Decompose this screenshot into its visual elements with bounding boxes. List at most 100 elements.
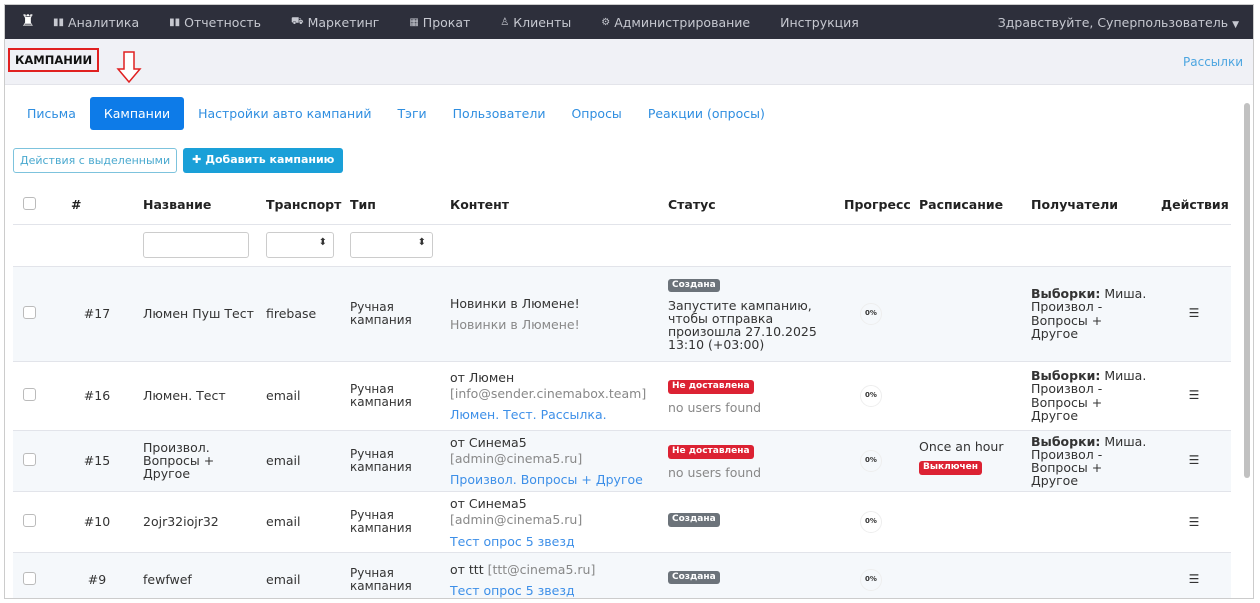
campaign-name[interactable]: Произвол. Вопросы + Другое (139, 430, 262, 492)
campaigns-table: # Название Транспорт Тип Контент Статус Прогре… (13, 186, 1231, 599)
campaign-type: Ручная кампания (346, 430, 446, 492)
nav-item-label: Прокат (422, 14, 471, 30)
content-sender: от Люмен (450, 369, 515, 385)
nav-item[interactable]: ⛟ Маркетинг (291, 15, 379, 30)
schedule: Once an hour (919, 438, 1004, 454)
row-checkbox[interactable] (23, 572, 36, 586)
schedule-status-badge: Выключен (919, 461, 982, 475)
column-header[interactable]: Расписание (915, 186, 1027, 225)
actions-menu-icon[interactable]: ☰ (1188, 572, 1200, 587)
campaign-type: Ручная кампания (346, 266, 446, 362)
campaign-name[interactable]: Люмен. Тест (139, 361, 262, 431)
add-campaign-label: Добавить кампанию (205, 153, 335, 166)
name-filter-input[interactable] (143, 232, 249, 258)
column-header[interactable]: Контент (446, 186, 664, 225)
nav-item[interactable]: ▦ Прокат (409, 15, 470, 30)
tab[interactable]: Кампании (89, 97, 185, 130)
content-subject[interactable]: Тест опрос 5 звезд (450, 533, 575, 549)
select-all-checkbox[interactable] (23, 196, 36, 210)
row-checkbox[interactable] (23, 387, 36, 401)
top-navbar: ♜ ▮▮ Аналитика ▮▮ Отчетность ⛟ Маркетинг ▦ Прок… (5, 5, 1253, 39)
actions-menu-icon[interactable]: ☰ (1188, 453, 1200, 468)
content-subject[interactable]: Произвол. Вопросы + Другое (450, 472, 643, 488)
campaign-type: Ручная кампания (346, 491, 446, 553)
page-header: КАМПАНИИ Рассылки (5, 39, 1253, 85)
user-menu[interactable]: Здравствуйте, Суперпользователь ▼ (998, 15, 1239, 30)
actions-menu-icon[interactable]: ☰ (1188, 514, 1200, 529)
transport: email (262, 491, 346, 553)
table-row: #10 2ojr32iojr32 email Ручная кампания о… (13, 491, 1231, 553)
add-campaign-button[interactable]: ✚ Добавить кампанию (183, 148, 344, 173)
nav-item-label: Маркетинг (307, 14, 380, 30)
column-header[interactable]: Прогресс (840, 186, 915, 225)
content-sender: Новинки в Люмене! (450, 295, 580, 311)
plus-icon: ✚ (192, 153, 202, 166)
progress-indicator: 0% (860, 510, 882, 533)
campaign-type: Ручная кампания (346, 361, 446, 431)
content-sender: от ttt (450, 561, 484, 577)
column-header[interactable]: Тип (346, 186, 446, 225)
nav-item[interactable]: ⚙ Администрирование (601, 15, 750, 30)
transport-filter-select[interactable] (266, 232, 334, 258)
progress-indicator: 0% (860, 302, 882, 325)
content-subject[interactable]: Тест опрос 5 звезд (450, 583, 575, 599)
tab[interactable]: Реакции (опросы) (647, 106, 765, 121)
scrollbar-thumb[interactable] (1244, 103, 1250, 478)
cart-icon: ⛟ (290, 15, 304, 27)
campaign-name[interactable]: fewfwef (139, 552, 262, 598)
bar-chart-icon: ▮▮ (53, 16, 65, 28)
recipients-label: Выборки: (1031, 286, 1101, 302)
recipients: Миша. Произвол - Вопросы + Другое (1031, 433, 1147, 488)
app-window: ♜ ▮▮ Аналитика ▮▮ Отчетность ⛟ Маркетинг ▦ Прок… (4, 4, 1254, 599)
tab[interactable]: Настройки авто кампаний (198, 106, 372, 121)
recipients: Миша. Произвол - Вопросы + Другое (1031, 286, 1147, 341)
column-header[interactable]: Название (139, 186, 262, 225)
row-id: #16 (55, 361, 139, 431)
transport: email (262, 430, 346, 492)
breadcrumb-link[interactable]: Рассылки (1183, 55, 1243, 69)
nav-item[interactable]: Инструкция (780, 15, 859, 30)
content-sender: от Синема5 (450, 496, 527, 511)
nav-item[interactable]: ▮▮ Аналитика (53, 15, 139, 30)
nav-item[interactable]: ♙ Клиенты (500, 15, 571, 30)
status-note: no users found (668, 399, 762, 415)
actions-menu-icon[interactable]: ☰ (1188, 306, 1200, 321)
bar-chart-icon: ▮▮ (169, 16, 181, 28)
campaign-name[interactable]: 2ojr32iojr32 (139, 491, 262, 553)
gears-icon: ⚙ (601, 16, 611, 28)
recipients-label: Выборки: (1031, 433, 1101, 449)
campaign-name[interactable]: Люмен Пуш Тест (139, 266, 262, 362)
row-id: #17 (55, 266, 139, 362)
logo-icon[interactable]: ♜ (20, 11, 36, 30)
tab[interactable]: Опросы (571, 106, 622, 121)
transport: email (262, 361, 346, 431)
row-checkbox[interactable] (23, 514, 36, 528)
bulk-actions-button[interactable]: Действия с выделенными (13, 148, 178, 173)
user-greeting: Здравствуйте, Суперпользователь (997, 14, 1229, 30)
type-filter-select[interactable] (350, 232, 433, 258)
row-checkbox[interactable] (23, 305, 36, 319)
tab[interactable]: Письма (27, 106, 76, 121)
actions-menu-icon[interactable]: ☰ (1188, 388, 1200, 403)
tab[interactable]: Тэги (397, 106, 427, 121)
nav-item-label: Инструкция (780, 14, 859, 30)
film-icon: ▦ (409, 16, 419, 28)
column-header[interactable]: Получатели (1027, 186, 1157, 225)
row-id: #9 (55, 552, 139, 598)
content-subject[interactable]: Люмен. Тест. Рассылка. (450, 407, 607, 423)
nav-item-label: Аналитика (68, 14, 140, 30)
progress-indicator: 0% (860, 449, 882, 472)
nav-item-label: Отчетность (184, 14, 261, 30)
nav-item[interactable]: ▮▮ Отчетность (169, 15, 261, 30)
table-row: #17 Люмен Пуш Тест firebase Ручная кампа… (13, 266, 1231, 362)
recipients: Миша. Произвол - Вопросы + Другое (1031, 368, 1147, 423)
tab[interactable]: Пользователи (452, 106, 546, 121)
column-header[interactable]: # (55, 186, 139, 225)
scrollbar[interactable] (1243, 95, 1251, 598)
column-header[interactable]: Транспорт (262, 186, 346, 225)
column-header[interactable]: Действия (1157, 186, 1231, 225)
column-header[interactable]: Статус (664, 186, 840, 225)
progress-indicator: 0% (860, 568, 882, 591)
row-checkbox[interactable] (23, 453, 36, 467)
content-email: [info@sender.cinemabox.team] (450, 385, 647, 401)
